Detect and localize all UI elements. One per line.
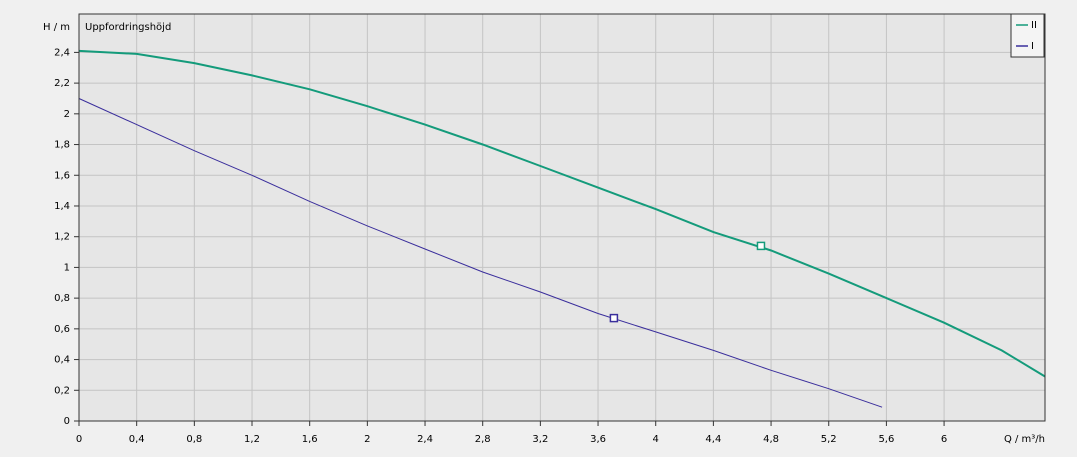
x-tick-label: 4,4 [705, 434, 721, 445]
curve [78, 49, 1046, 378]
y-tick-label: 2 [64, 109, 70, 120]
plot-border [78, 13, 1046, 422]
x-tick-label: 6 [941, 434, 947, 445]
chart-title: Uppfordringshöjd [85, 22, 171, 33]
x-tick-label: 1,2 [244, 434, 260, 445]
y-axis-label: H / m [43, 22, 70, 33]
x-tick-label: 5,2 [821, 434, 837, 445]
x-tick-label: 2,8 [475, 434, 491, 445]
x-tick-label: 0 [76, 434, 82, 445]
y-tick-label: 1,8 [54, 140, 70, 151]
y-tick-label: 2,2 [54, 78, 70, 89]
x-axis-label: Q / m³/h [1004, 434, 1045, 445]
legend-label: II [1031, 20, 1037, 31]
x-tick-label: 1,6 [302, 434, 318, 445]
grid [78, 14, 1045, 422]
x-tick-label: 3,2 [532, 434, 548, 445]
x-tick-label: 4,8 [763, 434, 779, 445]
y-tick-label: 0,4 [54, 355, 70, 366]
lines [78, 49, 1046, 408]
y-tick-label: 1,6 [54, 170, 70, 181]
y-tick-label: 2,4 [54, 47, 70, 58]
y-tick-label: 1 [64, 262, 70, 273]
y-tick-label: 1,4 [54, 201, 70, 212]
y-tick-label: 0,8 [54, 293, 70, 304]
legend-label: I [1031, 41, 1034, 52]
x-tick-label: 2,4 [417, 434, 433, 445]
operating-point [609, 313, 619, 323]
y-tick-label: 1,2 [54, 232, 70, 243]
legend-box [1010, 13, 1045, 58]
x-tick-label: 0,8 [186, 434, 202, 445]
x-tick-label: 4 [653, 434, 659, 445]
operating-point [756, 241, 766, 251]
x-tick-label: 0,4 [129, 434, 145, 445]
curve [78, 98, 883, 408]
y-tick-label: 0,2 [54, 385, 70, 396]
plot-area [79, 14, 1045, 421]
y-tick-label: 0 [64, 416, 70, 427]
x-tick-label: 3,6 [590, 434, 606, 445]
x-tick-label: 5,6 [878, 434, 894, 445]
y-tick-label: 0,6 [54, 324, 70, 335]
x-tick-label: 2 [364, 434, 370, 445]
